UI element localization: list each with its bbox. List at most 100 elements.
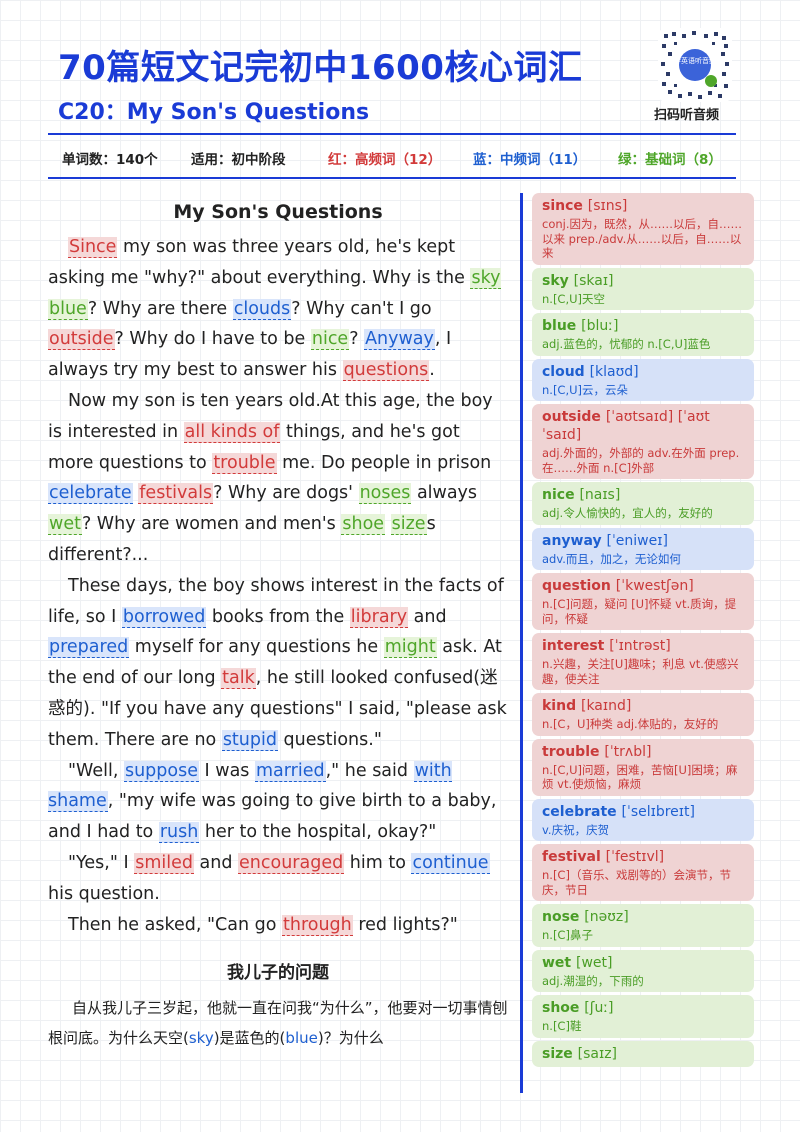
- vocab-highlight[interactable]: questions: [342, 360, 430, 382]
- vocab-highlight[interactable]: wet: [48, 514, 82, 536]
- vocab-word: kind [kaɪnd]: [542, 697, 744, 715]
- vocab-highlight[interactable]: smiled: [134, 852, 194, 874]
- vocab-highlight[interactable]: trouble: [212, 452, 277, 474]
- vocab-highlight[interactable]: suppose: [123, 760, 199, 782]
- vocab-card-blue[interactable]: blue [bluː] adj.蓝色的，忧郁的 n.[C,U]蓝色: [532, 313, 754, 356]
- vocab-definition: n.[C]鞋: [542, 1019, 582, 1033]
- vocab-card-shoe[interactable]: shoe [ʃuː] n.[C]鞋: [532, 995, 754, 1038]
- vocab-card-cloud[interactable]: cloud [klaʊd] n.[C,U]云，云朵: [532, 358, 754, 401]
- vocab-word-text: trouble: [542, 743, 605, 760]
- article-text: "Yes," I: [68, 852, 135, 873]
- vocab-highlight[interactable]: festivals: [138, 483, 214, 505]
- vocab-highlight[interactable]: rush: [158, 822, 200, 844]
- vocab-highlight[interactable]: married: [255, 760, 326, 782]
- vocab-highlight[interactable]: Since: [68, 237, 118, 258]
- vocab-definition: v.庆祝，庆贺: [542, 822, 610, 837]
- vocab-highlight[interactable]: shoe: [341, 514, 386, 536]
- article: My Son's Questions Since my son was thre…: [48, 198, 508, 1053]
- vocab-phonetic: [wet]: [576, 954, 613, 971]
- vocab-definition: adj.蓝色的，忧郁的 n.[C,U]蓝色: [542, 337, 711, 351]
- vocab-highlight[interactable]: blue: [48, 298, 88, 320]
- vocab-word-text: interest: [542, 638, 610, 654]
- vocab-highlight[interactable]: might: [383, 637, 437, 659]
- vocab-card-since[interactable]: since [sɪns] conj.因为，既然，从……以后，自……以来 prep.…: [532, 193, 754, 265]
- vocab-highlight[interactable]: celebrate: [48, 483, 133, 505]
- vocab-highlight[interactable]: noses: [358, 483, 412, 505]
- article-text: ," he said: [325, 760, 414, 781]
- vocab-word-text: blue: [542, 318, 582, 334]
- vocab-card-trouble[interactable]: trouble [ˈtrʌbl] n.[C,U]问题，困难，苦恼[U]困境；麻烦 …: [532, 738, 754, 796]
- article-paragraph: "Well, suppose I was married," he said w…: [48, 756, 508, 848]
- vocab-card-nice[interactable]: nice [naɪs] adj.令人愉快的，宜人的，友好的: [532, 482, 754, 525]
- vocab-highlight[interactable]: stupid: [221, 729, 278, 751]
- article-text: and: [193, 852, 239, 873]
- vocab-phonetic: [ˈeniweɪ]: [606, 532, 668, 549]
- vocab-word: question [ˈkwestʃən]: [542, 577, 744, 595]
- vocab-card-sky[interactable]: sky [skaɪ] n.[C,U]天空: [532, 267, 754, 310]
- vocab-highlight[interactable]: prepared: [48, 637, 130, 659]
- vocab-phonetic: [saɪz]: [577, 1045, 618, 1062]
- vocab-phonetic: [skaɪ]: [573, 272, 614, 289]
- vocab-highlight[interactable]: clouds: [232, 298, 292, 320]
- vocab-card-kind[interactable]: kind [kaɪnd] n.[C，U]种类 adj.体贴的，友好的: [532, 693, 754, 736]
- article-text: books from the: [206, 606, 350, 627]
- vocab-card-question[interactable]: question [ˈkwestʃən] n.[C]问题，疑问 [U]怀疑 vt.…: [532, 573, 754, 630]
- vocab-highlight[interactable]: size: [390, 514, 427, 536]
- vocab-card-wet[interactable]: wet [wet] adj.潮湿的，下雨的: [532, 949, 754, 992]
- qr-code-icon[interactable]: 学英语听音频: [658, 28, 732, 102]
- vocab-highlight[interactable]: outside: [48, 329, 115, 351]
- vocab-card-celebrate[interactable]: celebrate [ˈselɪbreɪt] v.庆祝，庆贺: [532, 798, 754, 841]
- legend-blue: 蓝：中频词（11）: [473, 152, 587, 168]
- article-paragraph: "Yes," I smiled and encouraged him to co…: [48, 848, 508, 910]
- vocab-word: anyway [ˈeniweɪ]: [542, 532, 744, 550]
- article-text: These days, the boy shows interest in th…: [48, 575, 504, 627]
- article-text: ? Why can't I go: [291, 298, 432, 319]
- vocab-definition: n.[C，U]种类 adj.体贴的，友好的: [542, 717, 719, 731]
- vocab-phonetic: [kaɪnd]: [580, 698, 632, 714]
- vocab-definition: n.[C]鼻子: [542, 928, 593, 942]
- vocab-highlight[interactable]: through: [282, 914, 353, 936]
- vocab-definition: conj.因为，既然，从……以后，自……以来 prep./adv.从……以后，自…: [542, 217, 742, 260]
- vocab-highlight[interactable]: library: [349, 606, 409, 628]
- article-text: his question.: [48, 883, 160, 904]
- vocab-highlight[interactable]: talk: [221, 668, 256, 690]
- vocab-phonetic: [ˈɪntrəst]: [609, 638, 671, 654]
- vocab-highlight[interactable]: sky: [470, 267, 502, 289]
- article-text: things, and he's got more questions to: [48, 421, 460, 473]
- article-text: s different?...: [48, 514, 436, 565]
- article-text: I was: [198, 760, 255, 781]
- vocab-definition: n.兴趣，关注[U]趣味；利息 vt.使感兴趣，使关注: [542, 657, 739, 686]
- vocab-definition: adj.外面的，外部的 adv.在外面 prep.在……外面 n.[C]外部: [542, 446, 740, 475]
- level-label: 适用：初中阶段: [191, 152, 286, 168]
- vocab-highlight[interactable]: encouraged: [238, 852, 345, 874]
- article-text: him to: [344, 852, 412, 873]
- vocab-highlight[interactable]: all kinds of: [183, 421, 281, 443]
- article-paragraph: Then he asked, "Can go through red light…: [48, 910, 508, 941]
- vocab-highlight[interactable]: Anyway: [364, 329, 435, 351]
- article-text: Now my son is ten years old.At this age,…: [48, 390, 493, 442]
- vocab-word: wet [wet]: [542, 954, 744, 972]
- word-count: 单词数：140个: [62, 152, 158, 168]
- vocab-card-nose[interactable]: nose [nəʊz] n.[C]鼻子: [532, 904, 754, 947]
- article-text: ask. At the end of our long: [48, 637, 502, 689]
- vocab-highlight[interactable]: continue: [411, 852, 490, 874]
- vocab-definition: n.[C,U]问题，困难，苦恼[U]困境；麻烦 vt.使烦恼，麻烦: [542, 762, 738, 792]
- vocab-word-text: festival: [542, 849, 606, 865]
- vocab-card-outside[interactable]: outside [ˈaʊtsaɪd] [ˈaʊt ˈsaɪd] adj.外面的，外…: [532, 404, 754, 479]
- vocab-card-anyway[interactable]: anyway [ˈeniweɪ] adv.而且，加之，无论如何: [532, 527, 754, 570]
- vocab-phonetic: [ˈtrʌbl]: [604, 743, 652, 760]
- vocab-card-size[interactable]: size [saɪz]: [532, 1040, 754, 1067]
- vocab-word: nose [nəʊz]: [542, 908, 744, 926]
- vocab-highlight[interactable]: nice: [310, 329, 350, 351]
- vocab-highlight[interactable]: borrowed: [121, 606, 207, 628]
- vocab-word: celebrate [ˈselɪbreɪt]: [542, 803, 744, 821]
- header-rule-top: [48, 133, 736, 135]
- article-text: , I always try my best to answer his: [48, 329, 452, 381]
- vocab-card-interest[interactable]: interest [ˈɪntrəst] n.兴趣，关注[U]趣味；利息 vt.使感…: [532, 633, 754, 690]
- article-text: ? Why are women and men's: [81, 514, 342, 535]
- vocab-phonetic: [klaʊd]: [589, 363, 639, 380]
- vocab-card-festival[interactable]: festival [ˈfestɪvl] n.[C]（音乐、戏剧等的）会演节，节庆，…: [532, 844, 754, 901]
- vocab-phonetic: [ˈkwestʃən]: [615, 578, 694, 594]
- article-text: me. Do people in prison: [276, 452, 492, 473]
- vocab-word: interest [ˈɪntrəst]: [542, 637, 744, 655]
